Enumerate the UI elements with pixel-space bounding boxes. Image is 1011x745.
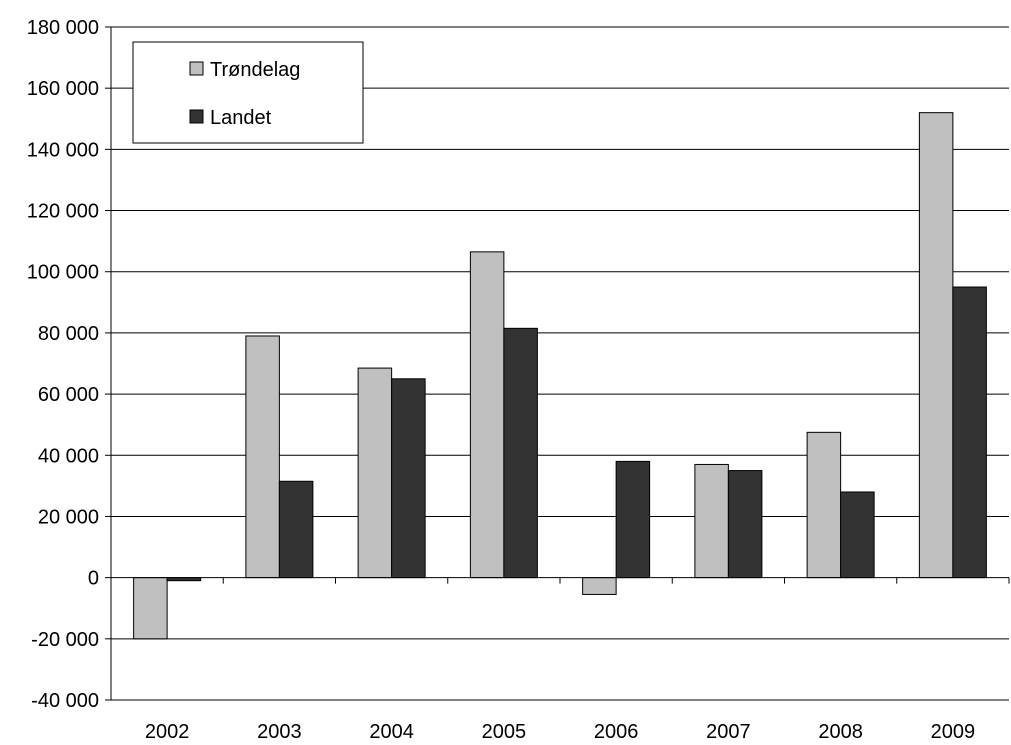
y-tick-label: 80 000 xyxy=(38,323,99,345)
x-tick-label-2002: 2002 xyxy=(145,721,190,743)
bar-trondelag-2004 xyxy=(357,367,393,579)
y-tick-label: 140 000 xyxy=(27,139,99,161)
y-tick-label: 100 000 xyxy=(27,262,99,284)
bar-trondelag-2008 xyxy=(806,431,842,579)
y-tick-label: 0 xyxy=(88,568,99,590)
bar-trondelag-2006 xyxy=(582,577,617,595)
x-axis-tick-labels: 2002 2003 2004 2005 2006 2007 2008 2009 xyxy=(145,721,975,743)
legend-box xyxy=(132,41,364,144)
x-tick-label-2005: 2005 xyxy=(482,721,527,743)
x-tick-label-2003: 2003 xyxy=(257,721,302,743)
bar-trondelag-2003 xyxy=(245,335,280,579)
bars xyxy=(133,112,987,640)
y-tick-label: 60 000 xyxy=(38,384,99,406)
legend-label-landet: Landet xyxy=(210,107,272,129)
bar-trondelag-2005 xyxy=(469,251,505,579)
bar-landet-2007 xyxy=(727,470,763,579)
bar-trondelag-2002 xyxy=(133,577,168,640)
bar-trondelag-2007 xyxy=(694,463,729,579)
legend: Trøndelag Landet xyxy=(132,41,364,144)
y-tick-label: -20 000 xyxy=(31,629,99,651)
x-tick-label-2009: 2009 xyxy=(931,721,976,743)
axes xyxy=(105,26,1010,701)
bar-landet-2008 xyxy=(840,491,875,579)
legend-label-trondelag: Trøndelag xyxy=(210,59,300,81)
legend-swatch-trondelag xyxy=(189,61,204,76)
x-tick-label-2008: 2008 xyxy=(818,721,863,743)
x-tick-label-2006: 2006 xyxy=(594,721,639,743)
bar-landet-2003 xyxy=(278,480,314,579)
y-tick-label: 120 000 xyxy=(27,201,99,223)
bar-landet-2006 xyxy=(615,460,651,579)
bar-landet-2004 xyxy=(391,378,426,579)
x-tick-label-2004: 2004 xyxy=(369,721,414,743)
legend-swatch-landet xyxy=(189,109,204,124)
y-axis-tick-labels: -40 000 -20 000 0 20 000 40 000 60 000 80 000 1… xyxy=(27,17,99,712)
y-tick-label: 160 000 xyxy=(27,78,99,100)
bar-trondelag-2009 xyxy=(918,112,954,579)
y-tick-label: -40 000 xyxy=(31,690,99,712)
y-tick-label: 180 000 xyxy=(27,17,99,39)
x-tick-label-2007: 2007 xyxy=(706,721,751,743)
y-tick-label: 20 000 xyxy=(38,506,99,528)
y-tick-label: 40 000 xyxy=(38,445,99,467)
bar-landet-2009 xyxy=(952,286,987,579)
bar-landet-2005 xyxy=(503,327,538,579)
